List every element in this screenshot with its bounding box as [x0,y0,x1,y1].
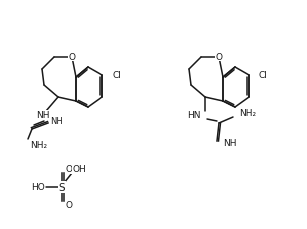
Text: S: S [59,182,65,192]
Text: HO: HO [31,183,45,192]
Text: OH: OH [72,165,86,174]
Text: O: O [216,52,223,61]
Text: NH: NH [50,116,63,125]
Text: Cl: Cl [259,71,268,80]
Text: O: O [65,201,72,210]
Text: NH₂: NH₂ [30,141,47,150]
Text: O: O [68,52,76,61]
Text: O: O [65,165,72,174]
Text: NH: NH [223,139,236,148]
Text: HN: HN [188,111,201,120]
Text: Cl: Cl [112,71,121,80]
Text: NH: NH [37,111,50,120]
Text: NH₂: NH₂ [239,109,256,118]
